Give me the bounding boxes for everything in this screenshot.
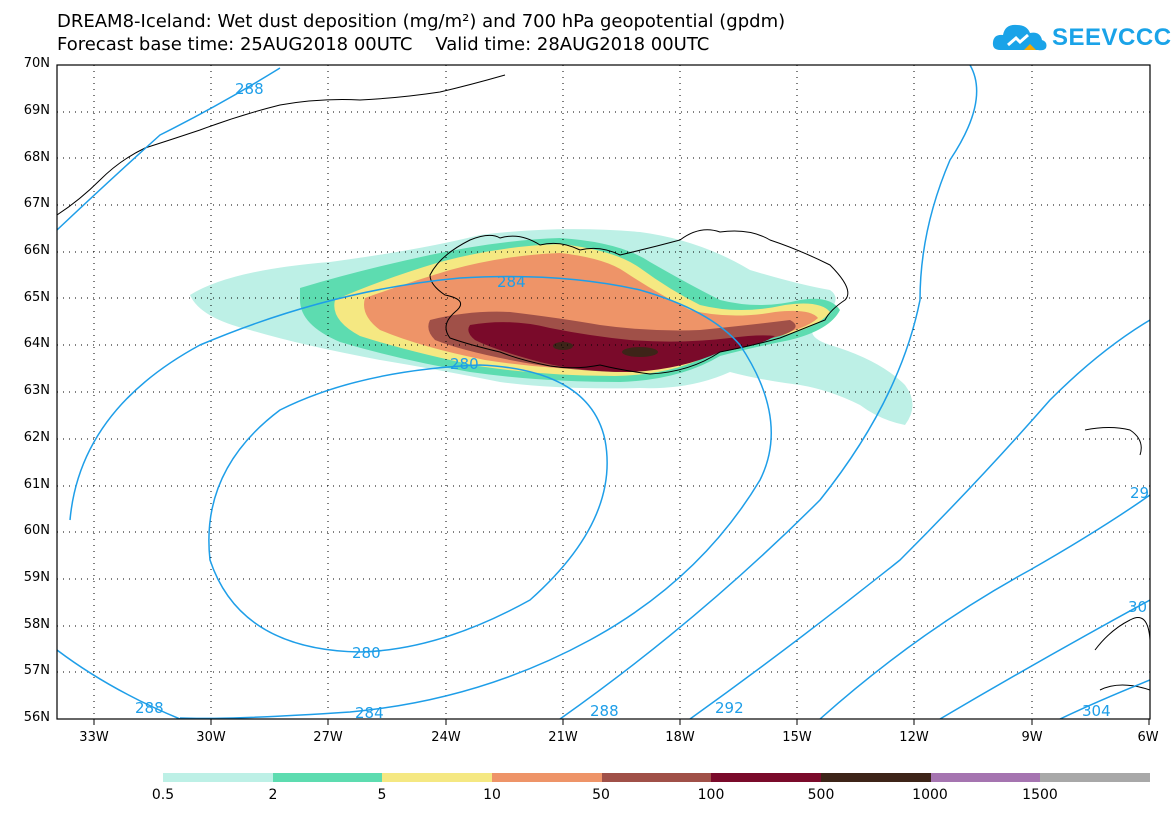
legend-label: 1500 — [1022, 787, 1058, 803]
lon-label: 27W — [313, 730, 343, 745]
map-subtitle: Forecast base time: 25AUG2018 00UTC Vali… — [57, 34, 710, 55]
lat-label: 56N — [23, 710, 50, 725]
dust-deposition-shading — [190, 229, 913, 425]
contour-300 — [939, 599, 1150, 719]
map-frame — [57, 65, 1150, 719]
contour-288-east — [559, 65, 978, 719]
coastlines — [57, 74, 1150, 691]
dust-level-500 — [622, 347, 658, 357]
lat-label: 66N — [23, 243, 50, 258]
contour-280 — [208, 364, 608, 653]
geopotential-contours — [57, 65, 1150, 719]
lon-label: 12W — [899, 730, 929, 745]
graticule — [57, 65, 1150, 719]
axis-ticks — [93, 719, 1150, 725]
lon-label: 15W — [782, 730, 812, 745]
cloud-logo-icon — [992, 24, 1047, 51]
legend-label: 50 — [592, 787, 610, 803]
lon-label: 33W — [79, 730, 109, 745]
legend-swatch — [930, 773, 1041, 782]
lat-label: 69N — [23, 103, 50, 118]
lat-label: 65N — [23, 290, 50, 305]
lat-label: 68N — [23, 150, 50, 165]
contour-label: 29 — [1130, 484, 1149, 502]
legend-label: 5 — [377, 787, 387, 803]
lat-label: 62N — [23, 430, 50, 445]
contour-304 — [1059, 679, 1150, 719]
contour-label: 292 — [715, 699, 744, 717]
lon-label: 30W — [196, 730, 226, 745]
legend-colorbar — [163, 773, 1151, 782]
contour-label: 284 — [497, 273, 526, 291]
legend-label: 0.5 — [151, 787, 175, 803]
lat-label: 70N — [23, 56, 50, 71]
contour-label: 30 — [1128, 598, 1147, 616]
legend-swatch — [821, 773, 931, 782]
lat-label: 61N — [23, 477, 50, 492]
legend-swatch — [272, 773, 383, 782]
seevccc-logo: SEEVCCC — [990, 18, 1171, 58]
legend-label: 100 — [697, 787, 725, 803]
contour-label: 304 — [1082, 702, 1111, 720]
contour-288-south — [57, 649, 181, 719]
legend-label: 500 — [807, 787, 835, 803]
legend-swatch — [1040, 773, 1151, 782]
lon-label: 6W — [1137, 730, 1159, 745]
lat-label: 64N — [23, 336, 50, 351]
dust-level-100 — [468, 322, 775, 372]
contour-label: 288 — [135, 699, 164, 717]
contour-label: 280 — [450, 355, 479, 373]
dust-level-500 — [553, 342, 573, 350]
legend-swatch — [163, 773, 273, 782]
contour-label: 284 — [355, 704, 384, 722]
lat-label: 58N — [23, 617, 50, 632]
contour-label: 288 — [235, 80, 264, 98]
map-title: DREAM8-Iceland: Wet dust deposition (mg/… — [57, 11, 786, 32]
contour-label: 280 — [352, 644, 381, 662]
legend-swatch — [601, 773, 712, 782]
lon-label: 9W — [1021, 730, 1043, 745]
lat-label: 63N — [23, 383, 50, 398]
contour-label: 288 — [590, 702, 619, 720]
lat-label: 57N — [23, 663, 50, 678]
legend-swatch — [711, 773, 822, 782]
legend-swatch — [492, 773, 602, 782]
lon-label: 21W — [548, 730, 578, 745]
lat-label: 60N — [23, 523, 50, 538]
greenland-coastline — [57, 74, 506, 216]
iceland-coastline — [429, 229, 849, 375]
logo-text: SEEVCCC — [1052, 24, 1172, 51]
faroe-norway-coastline — [1084, 427, 1150, 691]
contour-labels: 288 284 280 280 288 284 288 292 304 29 3… — [135, 80, 1149, 722]
contour-284 — [69, 275, 772, 719]
legend-label: 1000 — [912, 787, 948, 803]
legend-label: 2 — [268, 787, 278, 803]
contour-288-north — [57, 67, 281, 231]
legend-swatch — [382, 773, 493, 782]
lat-label: 67N — [23, 196, 50, 211]
contour-292 — [689, 319, 1150, 719]
contour-296 — [819, 494, 1150, 719]
lat-label: 59N — [23, 570, 50, 585]
map-border — [56, 64, 1151, 720]
legend-label: 10 — [483, 787, 501, 803]
lon-label: 18W — [665, 730, 695, 745]
lon-label: 24W — [431, 730, 461, 745]
